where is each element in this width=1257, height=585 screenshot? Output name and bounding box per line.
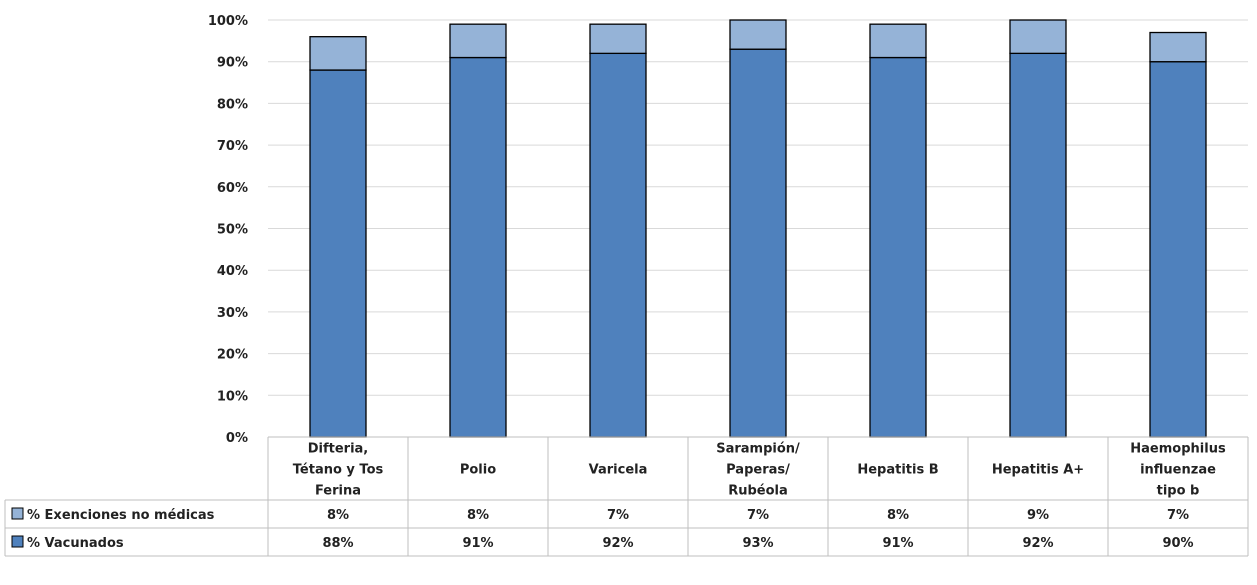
bar-vacunados xyxy=(590,53,646,437)
data-label: 8% xyxy=(467,508,489,523)
data-label: 8% xyxy=(887,508,909,523)
bar-vacunados xyxy=(730,49,786,437)
data-label: 9% xyxy=(1027,508,1049,523)
bar-exenciones xyxy=(310,37,366,70)
category-label: Paperas/ xyxy=(726,463,790,478)
bar-vacunados xyxy=(1010,53,1066,437)
category-label: Varicela xyxy=(589,463,648,478)
category-label: Sarampión/ xyxy=(716,442,800,457)
category-label: Haemophilus xyxy=(1130,442,1226,457)
y-tick-label: 20% xyxy=(217,348,248,363)
data-label: 7% xyxy=(1167,508,1189,523)
y-tick-label: 50% xyxy=(217,223,248,238)
category-label: Difteria, xyxy=(308,442,369,457)
y-axis: 0% 10% 20% 30% 40% 50% 60% 70% 80% 90% 100% xyxy=(208,14,248,446)
data-label: 7% xyxy=(747,508,769,523)
legend-exenciones-label: % Exenciones no médicas xyxy=(27,508,215,523)
category-label: Tétano y Tos xyxy=(293,463,384,478)
data-label: 92% xyxy=(602,536,633,551)
y-tick-label: 90% xyxy=(217,56,248,71)
data-label: 90% xyxy=(1162,536,1193,551)
bar-exenciones xyxy=(1010,20,1066,53)
y-tick-label: 60% xyxy=(217,181,248,196)
y-tick-label: 10% xyxy=(217,389,248,404)
category-label: Rubéola xyxy=(728,484,788,499)
legend-exenciones-swatch xyxy=(12,508,23,519)
category-label: influenzae xyxy=(1140,463,1216,478)
y-tick-label: 100% xyxy=(208,14,248,29)
bar-vacunados xyxy=(870,58,926,437)
y-tick-label: 30% xyxy=(217,306,248,321)
data-label: 91% xyxy=(882,536,913,551)
data-label: 92% xyxy=(1022,536,1053,551)
data-label: 7% xyxy=(607,508,629,523)
data-label: 88% xyxy=(322,536,353,551)
y-tick-label: 40% xyxy=(217,264,248,279)
category-label: Polio xyxy=(460,463,496,478)
y-tick-label: 0% xyxy=(226,431,248,446)
bar-exenciones xyxy=(450,24,506,57)
bar-vacunados xyxy=(310,70,366,437)
category-label: Hepatitis B xyxy=(857,463,938,478)
bar-vacunados xyxy=(450,58,506,437)
data-table: Difteria, Tétano y Tos Ferina Polio Varicela… xyxy=(5,437,1248,556)
category-label: Ferina xyxy=(315,484,361,499)
legend-vacunados-label: % Vacunados xyxy=(27,536,124,551)
bar-exenciones xyxy=(870,24,926,57)
bar-vacunados xyxy=(1150,62,1206,437)
bar-exenciones xyxy=(590,24,646,53)
y-tick-label: 70% xyxy=(217,139,248,154)
bar-exenciones xyxy=(730,20,786,49)
category-label: Hepatitis A+ xyxy=(992,463,1084,478)
data-label: 8% xyxy=(327,508,349,523)
category-label: tipo b xyxy=(1157,484,1200,499)
data-label: 91% xyxy=(462,536,493,551)
data-label: 93% xyxy=(742,536,773,551)
legend-vacunados-swatch xyxy=(12,536,23,547)
bar-exenciones xyxy=(1150,33,1206,62)
y-tick-label: 80% xyxy=(217,97,248,112)
